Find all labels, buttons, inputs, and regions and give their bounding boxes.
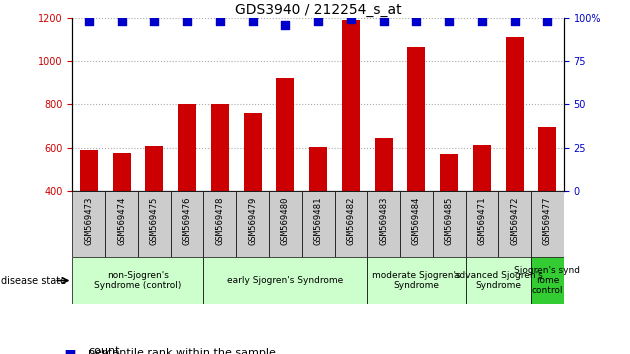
Bar [203, 191, 236, 257]
Text: GSM569485: GSM569485 [445, 196, 454, 245]
Bar [113, 153, 130, 278]
Point [313, 18, 323, 24]
Bar [105, 191, 138, 257]
Point [411, 18, 421, 24]
Point [346, 17, 356, 22]
Point [248, 18, 258, 24]
Bar [72, 191, 105, 257]
Title: GDS3940 / 212254_s_at: GDS3940 / 212254_s_at [235, 3, 401, 17]
Text: count: count [88, 347, 120, 354]
Text: GSM569479: GSM569479 [248, 196, 257, 245]
Bar [375, 138, 392, 278]
Text: non-Sjogren's
Syndrome (control): non-Sjogren's Syndrome (control) [94, 271, 181, 290]
Text: Sjogren's synd
rome
control: Sjogren's synd rome control [515, 266, 580, 296]
Text: GSM569484: GSM569484 [412, 196, 421, 245]
Text: GSM569473: GSM569473 [84, 196, 93, 245]
Bar [408, 47, 425, 278]
Point [280, 22, 290, 28]
Point [444, 18, 454, 24]
Bar [203, 257, 367, 304]
Point [149, 18, 159, 24]
Text: GSM569476: GSM569476 [183, 196, 192, 245]
Bar [309, 147, 327, 278]
Bar [531, 257, 564, 304]
Bar [506, 37, 524, 278]
Bar [531, 191, 564, 257]
Bar [146, 145, 163, 278]
Bar [400, 191, 433, 257]
Bar [171, 191, 203, 257]
Bar [72, 257, 203, 304]
Bar [342, 20, 360, 278]
Bar [466, 191, 498, 257]
Point [477, 18, 487, 24]
Bar [433, 191, 466, 257]
Text: early Sjogren's Syndrome: early Sjogren's Syndrome [227, 276, 343, 285]
Bar [236, 191, 269, 257]
Bar [473, 144, 491, 278]
Point [117, 18, 127, 24]
Bar [367, 191, 400, 257]
Text: GSM569483: GSM569483 [379, 196, 388, 245]
Point [182, 18, 192, 24]
Bar [466, 257, 531, 304]
Text: advanced Sjogren's
Syndrome: advanced Sjogren's Syndrome [454, 271, 542, 290]
Bar [211, 104, 229, 278]
Bar [178, 104, 196, 278]
Text: moderate Sjogren's
Syndrome: moderate Sjogren's Syndrome [372, 271, 461, 290]
Point [510, 18, 520, 24]
Bar [367, 257, 466, 304]
Text: GSM569477: GSM569477 [543, 196, 552, 245]
Bar [302, 191, 335, 257]
Bar [539, 127, 556, 278]
Text: GSM569481: GSM569481 [314, 196, 323, 245]
Bar [269, 191, 302, 257]
Point [84, 18, 94, 24]
Point [379, 18, 389, 24]
Bar [440, 154, 458, 278]
Bar [498, 191, 531, 257]
Text: GSM569475: GSM569475 [150, 196, 159, 245]
Point [542, 18, 553, 24]
Bar [277, 79, 294, 278]
Bar [80, 150, 98, 278]
Text: GSM569480: GSM569480 [281, 196, 290, 245]
Text: GSM569482: GSM569482 [346, 196, 355, 245]
Point [215, 18, 225, 24]
Bar [244, 113, 261, 278]
Text: GSM569472: GSM569472 [510, 196, 519, 245]
Text: disease state: disease state [1, 275, 67, 286]
Bar [138, 191, 171, 257]
Text: GSM569478: GSM569478 [215, 196, 224, 245]
Text: GSM569471: GSM569471 [478, 196, 486, 245]
Bar [335, 191, 367, 257]
Text: GSM569474: GSM569474 [117, 196, 126, 245]
Text: percentile rank within the sample: percentile rank within the sample [88, 348, 276, 354]
